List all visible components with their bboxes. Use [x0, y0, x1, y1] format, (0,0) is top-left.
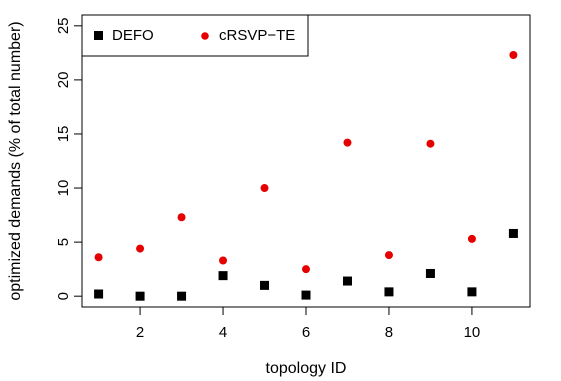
point-crsvp-te — [136, 244, 145, 253]
y-tick-label: 5 — [55, 238, 72, 246]
x-tick-label: 10 — [464, 324, 481, 341]
x-tick-label: 2 — [136, 324, 144, 341]
legend-marker-defo — [94, 31, 103, 40]
point-defo — [177, 291, 187, 301]
legend: DEFO cRSVP−TE — [81, 14, 309, 57]
point-defo — [135, 291, 145, 301]
point-defo — [342, 276, 352, 286]
y-tick-label: 20 — [55, 72, 72, 89]
point-crsvp-te — [302, 265, 310, 274]
point-defo — [218, 271, 228, 281]
legend-label-defo: DEFO — [112, 27, 154, 44]
point-defo — [94, 289, 104, 299]
y-tick-label: 0 — [55, 292, 72, 300]
y-axis: 0 5 10 15 20 25 — [55, 17, 82, 300]
point-crsvp-te — [219, 256, 228, 265]
point-defo — [260, 280, 270, 290]
y-tick-label: 15 — [55, 126, 72, 143]
x-axis-label: topology ID — [266, 360, 347, 377]
point-crsvp-te — [426, 139, 435, 148]
point-crsvp-te — [384, 251, 393, 260]
x-tick-label: 8 — [385, 324, 393, 341]
y-tick-label: 25 — [55, 17, 72, 34]
point-defo — [425, 268, 435, 278]
point-defo — [301, 290, 311, 300]
point-crsvp-te — [260, 184, 269, 193]
y-tick-label: 10 — [55, 180, 72, 197]
point-crsvp-te — [94, 253, 103, 262]
point-crsvp-te — [177, 213, 186, 222]
x-tick-label: 4 — [219, 324, 227, 341]
point-crsvp-te — [509, 51, 518, 60]
point-crsvp-te — [467, 234, 476, 243]
plot-area-border — [81, 14, 531, 308]
x-axis: 2 4 6 8 10 — [136, 307, 480, 341]
y-axis-label: optimized demands (% of total number) — [7, 21, 24, 300]
point-defo — [467, 287, 477, 297]
point-crsvp-te — [343, 138, 352, 147]
legend-box — [81, 14, 309, 57]
point-defo — [508, 228, 518, 238]
data-points — [94, 51, 518, 301]
legend-label-crsvp-te: cRSVP−TE — [219, 27, 295, 44]
x-tick-label: 6 — [302, 324, 310, 341]
legend-marker-crsvp-te — [201, 32, 209, 40]
point-defo — [384, 287, 394, 297]
